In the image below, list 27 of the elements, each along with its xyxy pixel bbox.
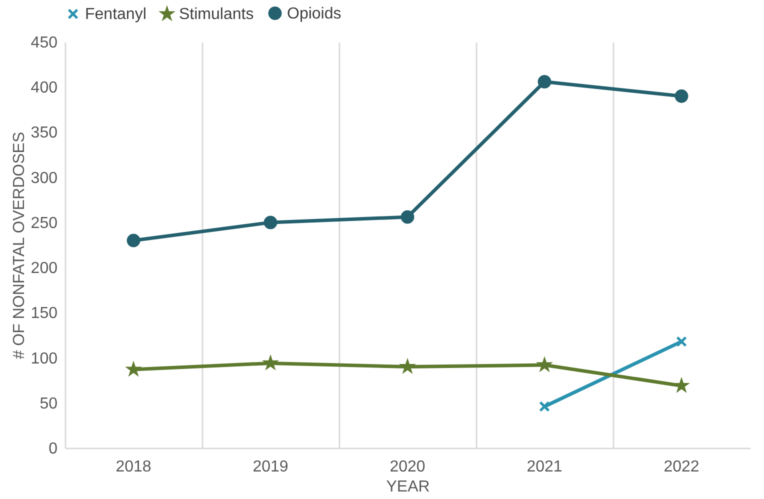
y-tick-label: 400: [30, 80, 58, 97]
y-tick-label: 200: [30, 260, 58, 278]
y-tick-label: 250: [30, 214, 58, 232]
y-tick-label: 50: [40, 395, 58, 412]
point: [400, 210, 414, 224]
y-tick-label: 300: [30, 170, 58, 187]
y-axis-title: # OF NONFATAL OVERDOSES: [10, 132, 28, 360]
point: [538, 74, 552, 88]
y-tick-label: 350: [30, 124, 58, 142]
y-tick-label: 450: [30, 34, 58, 52]
point: [126, 234, 140, 248]
x-tick-label: 2022: [664, 458, 700, 476]
point: [674, 89, 688, 103]
point: [264, 216, 278, 230]
point: [676, 336, 687, 347]
y-tick-label: 150: [30, 305, 58, 322]
x-tick-label: 2019: [252, 458, 288, 476]
point: [539, 401, 550, 412]
legend-label: Opioids: [287, 5, 342, 22]
x-tick-label: 2021: [526, 458, 562, 476]
legend-label: Stimulants: [179, 6, 254, 24]
y-tick-label: 0: [48, 440, 58, 458]
x-axis-title: YEAR: [386, 478, 430, 496]
y-tick-label: 100: [30, 350, 58, 368]
legend-label: Fentanyl: [85, 6, 146, 23]
x-tick-label: 2018: [116, 458, 152, 476]
x-tick-label: 2020: [390, 458, 426, 476]
